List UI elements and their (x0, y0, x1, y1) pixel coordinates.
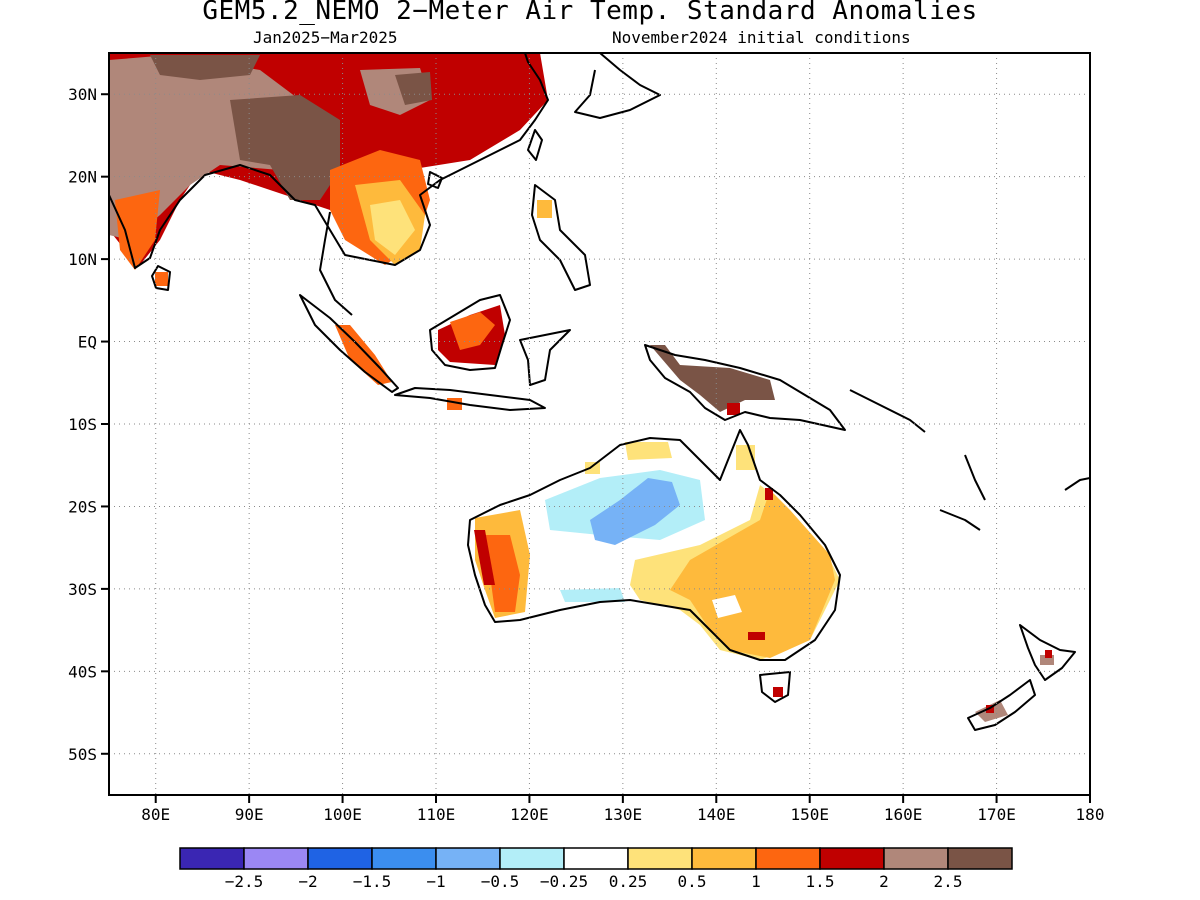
anomaly-region-west-aus-red (474, 530, 495, 585)
lat-tick-label: EQ (78, 333, 97, 352)
coastline-asia (109, 53, 549, 269)
legend-swatch (435, 847, 501, 870)
coastline-malay-peninsula (319, 211, 353, 316)
anomaly-region-aus-white-patch (712, 595, 742, 618)
legend-swatch (307, 847, 373, 870)
legend-swatch (755, 847, 821, 870)
legend-label: −2 (298, 872, 317, 891)
lon-tick-label: 180 (1076, 805, 1105, 824)
lat-tick-label: 20S (68, 497, 97, 516)
legend-label: 0.25 (609, 872, 648, 891)
lon-tick-label: 110E (417, 805, 456, 824)
legend-swatch (243, 847, 309, 870)
forecast-period: Jan2025−Mar2025 (253, 28, 398, 47)
legend-swatch (883, 847, 949, 870)
anomaly-region-borneo-orange (450, 312, 495, 350)
anomaly-region-philippines (537, 200, 552, 218)
anomaly-region-nasia-darkbrown (150, 55, 260, 80)
legend-label: 1 (751, 872, 761, 891)
anomaly-region-sri-lanka (155, 272, 168, 286)
legend-swatch (499, 847, 565, 870)
graticule (109, 53, 1090, 795)
anomaly-region-india-orange (115, 190, 160, 270)
legend-label: −0.25 (540, 872, 588, 891)
coastline-philippines (531, 184, 591, 291)
anomaly-region-north-aus-paleyellow (585, 442, 755, 474)
legend-label: −1 (426, 872, 445, 891)
lon-tick-label: 140E (697, 805, 736, 824)
lat-tick-label: 10S (68, 415, 97, 434)
legend-swatch (691, 847, 757, 870)
coastline-solomons (849, 389, 926, 433)
map-axes: 80E 90E 100E 110E 120E 130E 140E 150E 160E 170E 18… (68, 85, 1104, 824)
anomaly-region-aus-lightblue (590, 478, 680, 545)
anomaly-region-aus-cyan-south (560, 588, 625, 602)
lon-tick-label: 100E (323, 805, 362, 824)
lon-tick-label: 90E (235, 805, 264, 824)
legend-swatch (179, 847, 245, 870)
anomaly-shading (109, 53, 1054, 722)
legend-label: 0.5 (678, 872, 707, 891)
legend-label: −1.5 (353, 872, 392, 891)
coastline-japan (574, 53, 661, 119)
coastline-vanuatu (964, 454, 986, 501)
lon-tick-label: 150E (790, 805, 829, 824)
lon-tick-label: 120E (510, 805, 549, 824)
lat-tick-label: 30N (68, 85, 97, 104)
legend-label: 2.5 (934, 872, 963, 891)
coastline-nz-north (1019, 624, 1076, 681)
lon-tick-label: 160E (884, 805, 923, 824)
legend-swatch (563, 847, 629, 870)
coastline-tasmania (759, 671, 791, 703)
initial-conditions: November2024 initial conditions (612, 28, 911, 47)
anomaly-region-indochina-paleyellow (370, 200, 415, 255)
lat-tick-label: 20N (68, 168, 97, 187)
coastline-borneo (429, 294, 511, 371)
coastline-new-guinea (644, 344, 846, 431)
legend-label: −2.5 (225, 872, 264, 891)
anomaly-region-west-aus-deeporange (480, 535, 520, 612)
lat-tick-label: 40S (68, 662, 97, 681)
lat-tick-label: 10N (68, 250, 97, 269)
lat-tick-label: 50S (68, 745, 97, 764)
coastline-nz-south (967, 679, 1036, 731)
coastline-taiwan (527, 129, 543, 161)
coastline-sulawesi (519, 329, 571, 386)
coastline-australia (467, 429, 841, 661)
anomaly-region-newguinea-darkbrown (650, 345, 775, 412)
coastline-sri-lanka (151, 265, 171, 291)
map-title: GEM5.2_NEMO 2−Meter Air Temp. Standard A… (202, 0, 978, 26)
lon-tick-label: 80E (141, 805, 170, 824)
anomaly-region-tibet-darkbrown (230, 95, 340, 200)
legend-label: 1.5 (806, 872, 835, 891)
legend-swatch (947, 847, 1013, 870)
legend-swatch (627, 847, 693, 870)
legend-swatch (371, 847, 437, 870)
legend-swatch (819, 847, 885, 870)
coastline-hainan (427, 171, 443, 189)
coastline-sumatra (299, 294, 399, 393)
legend-label: −0.5 (481, 872, 520, 891)
lon-tick-label: 130E (604, 805, 643, 824)
coastline-fiji (1064, 477, 1090, 491)
anomaly-region-newguinea-red (727, 403, 740, 415)
legend-label: 2 (879, 872, 889, 891)
coastline-new-caledonia (939, 509, 981, 531)
coastline-java (394, 387, 546, 411)
anomaly-region-east-aus-yellow (670, 490, 835, 658)
lon-tick-label: 170E (977, 805, 1016, 824)
anomaly-region-china-darkbrown (395, 72, 432, 105)
anomaly-region-sumatra-orange (335, 325, 392, 385)
lat-tick-label: 30S (68, 580, 97, 599)
color-legend: −2.5 −2 −1.5 −1 −0.5 −0.25 0.25 0.5 1 1.5 2 2.5 (179, 847, 1013, 891)
coastlines (109, 53, 1090, 731)
